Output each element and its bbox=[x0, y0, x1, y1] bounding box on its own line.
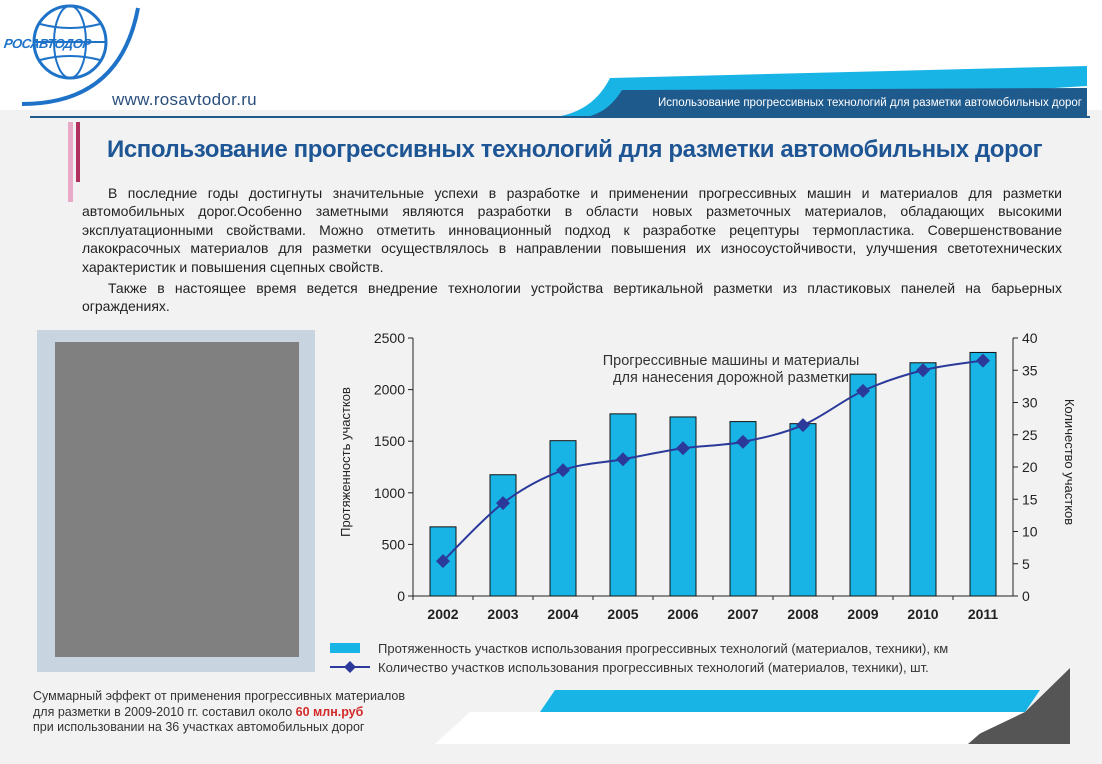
legend-bar-label: Протяженность участков использования про… bbox=[378, 641, 949, 656]
paragraph-1: В последние годы достигнуты значительные… bbox=[82, 185, 1062, 275]
y2-axis-label: Количество участков bbox=[1062, 399, 1077, 525]
x-tick-label-2007: 2007 bbox=[727, 606, 758, 622]
chart: 0 500 1000 1500 2000 2500 0 5 10 15 20 25 30 35 40 2002… bbox=[338, 330, 1077, 622]
legend-line-label: Количество участков использования прогре… bbox=[378, 660, 929, 675]
x-tick-label-2004: 2004 bbox=[547, 606, 578, 622]
left-tick-label: 2500 bbox=[374, 330, 405, 346]
line-point-2008 bbox=[796, 418, 810, 433]
right-tick-label: 40 bbox=[1022, 330, 1038, 346]
right-tick-label: 25 bbox=[1022, 427, 1038, 443]
accent-bar-light bbox=[68, 122, 73, 202]
site-url-link[interactable]: www.rosavtodor.ru bbox=[112, 90, 257, 109]
x-tick-label-2011: 2011 bbox=[968, 606, 999, 622]
right-tick-label: 30 bbox=[1022, 395, 1038, 411]
line-point-2011 bbox=[976, 353, 990, 368]
summary-note: Суммарный эффект от применения прогресси… bbox=[33, 689, 405, 736]
paragraph-2: Также в настоящее время ведется внедрени… bbox=[82, 280, 1062, 315]
line-point-2009 bbox=[856, 383, 870, 398]
note-line-2: для разметки в 2009-2010 гг. составил ок… bbox=[33, 704, 296, 719]
x-tick-label-2002: 2002 bbox=[427, 606, 458, 622]
y-axis-label: Протяженность участков bbox=[338, 387, 353, 537]
header-banner bbox=[21, 4, 1087, 118]
legend-bar-swatch bbox=[330, 643, 360, 653]
right-tick-label: 10 bbox=[1022, 524, 1038, 540]
left-tick-label: 1500 bbox=[374, 433, 405, 449]
chart-title-line-2: для нанесения дорожной разметки bbox=[613, 370, 849, 386]
right-tick-label: 0 bbox=[1022, 588, 1030, 604]
right-tick-label: 35 bbox=[1022, 362, 1038, 378]
bar-2010 bbox=[909, 362, 937, 597]
x-tick-label-2006: 2006 bbox=[667, 606, 698, 622]
x-tick-label-2005: 2005 bbox=[607, 606, 638, 622]
right-tick-label: 20 bbox=[1022, 459, 1038, 475]
x-tick-label-2009: 2009 bbox=[847, 606, 878, 622]
x-tick-label-2008: 2008 bbox=[787, 606, 818, 622]
bar-2003 bbox=[489, 474, 517, 597]
note-highlight: 60 млн.руб bbox=[295, 704, 364, 719]
left-tick-label: 2000 bbox=[374, 382, 405, 398]
logo-text: РОСАВТОДОР bbox=[2, 36, 92, 51]
line-point-2005 bbox=[616, 452, 630, 467]
header-divider bbox=[30, 116, 1090, 118]
right-tick-label: 15 bbox=[1022, 491, 1038, 507]
x-tick-label-2003: 2003 bbox=[487, 606, 518, 622]
chart-title-line-1: Прогрессивные машины и материалы bbox=[603, 353, 860, 369]
line-point-2002 bbox=[436, 554, 450, 569]
accent-bar-dark bbox=[76, 122, 80, 182]
bar-2009 bbox=[849, 373, 877, 597]
legend-line-swatch bbox=[330, 661, 370, 673]
banner-text: Использование прогрессивных технологий д… bbox=[657, 97, 1082, 109]
right-tick-label: 5 bbox=[1022, 556, 1030, 572]
note-line-3: при использовании на 36 участках автомоб… bbox=[33, 720, 365, 734]
line-point-2003 bbox=[496, 496, 510, 511]
logo-globe-icon bbox=[32, 4, 108, 80]
bar-2011 bbox=[969, 351, 997, 597]
bar-2007 bbox=[729, 421, 757, 597]
x-tick-label-2010: 2010 bbox=[907, 606, 938, 622]
left-tick-label: 0 bbox=[397, 588, 405, 604]
page-title: Использование прогрессивных технологий д… bbox=[107, 136, 1043, 163]
line-point-2007 bbox=[736, 434, 750, 449]
line-point-2010 bbox=[916, 363, 930, 378]
line-point-2006 bbox=[676, 441, 690, 456]
left-tick-label: 500 bbox=[382, 536, 406, 552]
bar-2008 bbox=[789, 423, 817, 597]
photo-placeholder bbox=[55, 342, 299, 657]
line-series bbox=[442, 359, 984, 562]
bar-2005 bbox=[609, 413, 637, 597]
note-line-1: Суммарный эффект от применения прогресси… bbox=[33, 689, 405, 703]
left-tick-label: 1000 bbox=[374, 485, 405, 501]
line-point-2004 bbox=[556, 463, 570, 478]
